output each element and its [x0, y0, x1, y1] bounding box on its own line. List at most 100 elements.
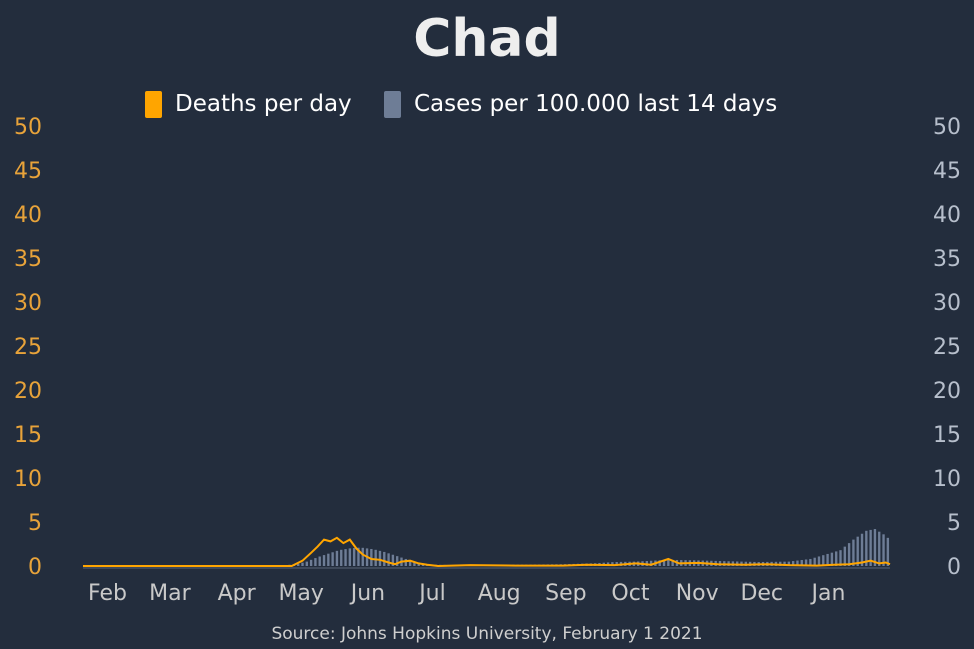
month-tick-label: Jul: [417, 581, 446, 606]
cases-bar: [413, 561, 416, 566]
right-axis-tick-label: 40: [933, 203, 961, 228]
cases-bar: [301, 562, 304, 566]
cases-bar: [658, 560, 661, 566]
source-note: Source: Johns Hopkins University, Februa…: [271, 624, 702, 644]
left-axis-tick-label: 0: [28, 555, 42, 580]
deaths-line: [83, 536, 891, 568]
month-tick-label: Feb: [88, 581, 127, 606]
cases-bar: [826, 553, 829, 566]
legend-deaths-label: Deaths per day: [175, 91, 352, 117]
left-axis-tick-label: 50: [14, 115, 42, 140]
month-tick-label: Sep: [545, 581, 586, 606]
x-axis: Feb Mar Apr May Jun Jul Aug Sep Oct Nov Dec Jan: [88, 581, 845, 606]
cases-bar: [314, 558, 317, 566]
cases-bar: [318, 556, 321, 566]
right-axis-tick-label: 5: [947, 511, 961, 536]
cases-bar: [835, 551, 838, 566]
cases-bar: [309, 559, 313, 566]
chart-title: Chad: [413, 9, 561, 69]
month-tick-label: Oct: [611, 581, 649, 606]
cases-bar: [839, 550, 842, 566]
left-axis-tick-label: 45: [14, 159, 42, 184]
cases-bar: [396, 556, 399, 566]
cases-bar: [878, 531, 881, 566]
month-tick-label: Jan: [809, 581, 845, 606]
left-axis-tick-label: 30: [14, 291, 42, 316]
legend-deaths-swatch: [145, 91, 162, 118]
cases-bar: [378, 550, 382, 566]
cases-bar: [383, 551, 386, 566]
cases-bar: [361, 547, 364, 566]
left-axis-tick-label: 25: [14, 335, 42, 360]
month-tick-label: Jun: [349, 581, 385, 606]
cases-bar: [813, 557, 816, 566]
cases-bar: [886, 537, 890, 566]
right-axis-tick-label: 35: [933, 247, 961, 272]
cases-bar: [348, 548, 352, 566]
cases-bar: [830, 552, 834, 566]
cases-bar: [843, 546, 846, 566]
cases-bar: [322, 555, 326, 566]
legend-cases-label: Cases per 100.000 last 14 days: [414, 91, 777, 117]
right-axis-tick-label: 45: [933, 159, 961, 184]
cases-bar: [662, 560, 666, 566]
cases-bar: [357, 547, 360, 566]
cases-bar: [417, 562, 420, 566]
cases-bar: [327, 553, 330, 566]
cases-bar: [804, 559, 808, 566]
cases-bar: [331, 552, 334, 566]
cases-bar: [796, 560, 799, 566]
left-y-axis: 0 5 10 15 20 25 30 35 40 45 50: [14, 115, 42, 580]
right-y-axis: 0 5 10 15 20 25 30 35 40 45 50: [933, 115, 961, 580]
cases-bar: [873, 529, 877, 566]
right-axis-tick-label: 25: [933, 335, 961, 360]
month-tick-label: Nov: [676, 581, 719, 606]
cases-bar: [847, 543, 851, 566]
cases-bar: [783, 561, 786, 566]
cases-bar: [335, 550, 339, 566]
cases-bar: [817, 556, 821, 566]
cases-bar: [852, 539, 855, 566]
right-axis-tick-label: 30: [933, 291, 961, 316]
month-tick-label: May: [278, 581, 323, 606]
left-axis-tick-label: 20: [14, 379, 42, 404]
cases-bar: [297, 563, 300, 566]
cases-bars: [279, 529, 890, 566]
month-tick-label: Dec: [740, 581, 783, 606]
cases-bar: [671, 559, 674, 566]
month-tick-label: Aug: [478, 581, 521, 606]
cases-bar: [865, 530, 868, 566]
cases-bar: [408, 560, 412, 566]
cases-bar: [352, 548, 356, 566]
cases-bar: [387, 553, 390, 566]
left-axis-tick-label: 15: [14, 423, 42, 448]
month-tick-label: Apr: [218, 581, 257, 606]
right-axis-tick-label: 20: [933, 379, 961, 404]
right-axis-tick-label: 50: [933, 115, 961, 140]
cases-bar: [809, 558, 812, 566]
cases-bar: [340, 549, 343, 566]
cases-bar: [882, 534, 885, 566]
cases-bar: [305, 561, 308, 566]
legend-cases-swatch: [384, 91, 401, 118]
month-tick-label: Mar: [149, 581, 191, 606]
left-axis-tick-label: 10: [14, 467, 42, 492]
cases-bar: [787, 561, 791, 566]
cases-bar: [391, 554, 395, 566]
cases-bar: [370, 548, 373, 566]
right-axis-tick-label: 10: [933, 467, 961, 492]
cases-bar: [800, 560, 803, 566]
left-axis-tick-label: 5: [28, 511, 42, 536]
cases-bar: [860, 533, 864, 566]
cases-bar: [404, 558, 407, 566]
cases-bar: [791, 561, 795, 566]
cases-bar: [344, 549, 347, 566]
left-axis-tick-label: 35: [14, 247, 42, 272]
cases-bar: [649, 560, 653, 566]
cases-bar: [374, 549, 377, 566]
cases-bar: [869, 529, 872, 566]
legend: Deaths per day Cases per 100.000 last 14…: [145, 91, 777, 118]
cases-bar: [856, 536, 859, 566]
cases-bar: [822, 555, 825, 566]
